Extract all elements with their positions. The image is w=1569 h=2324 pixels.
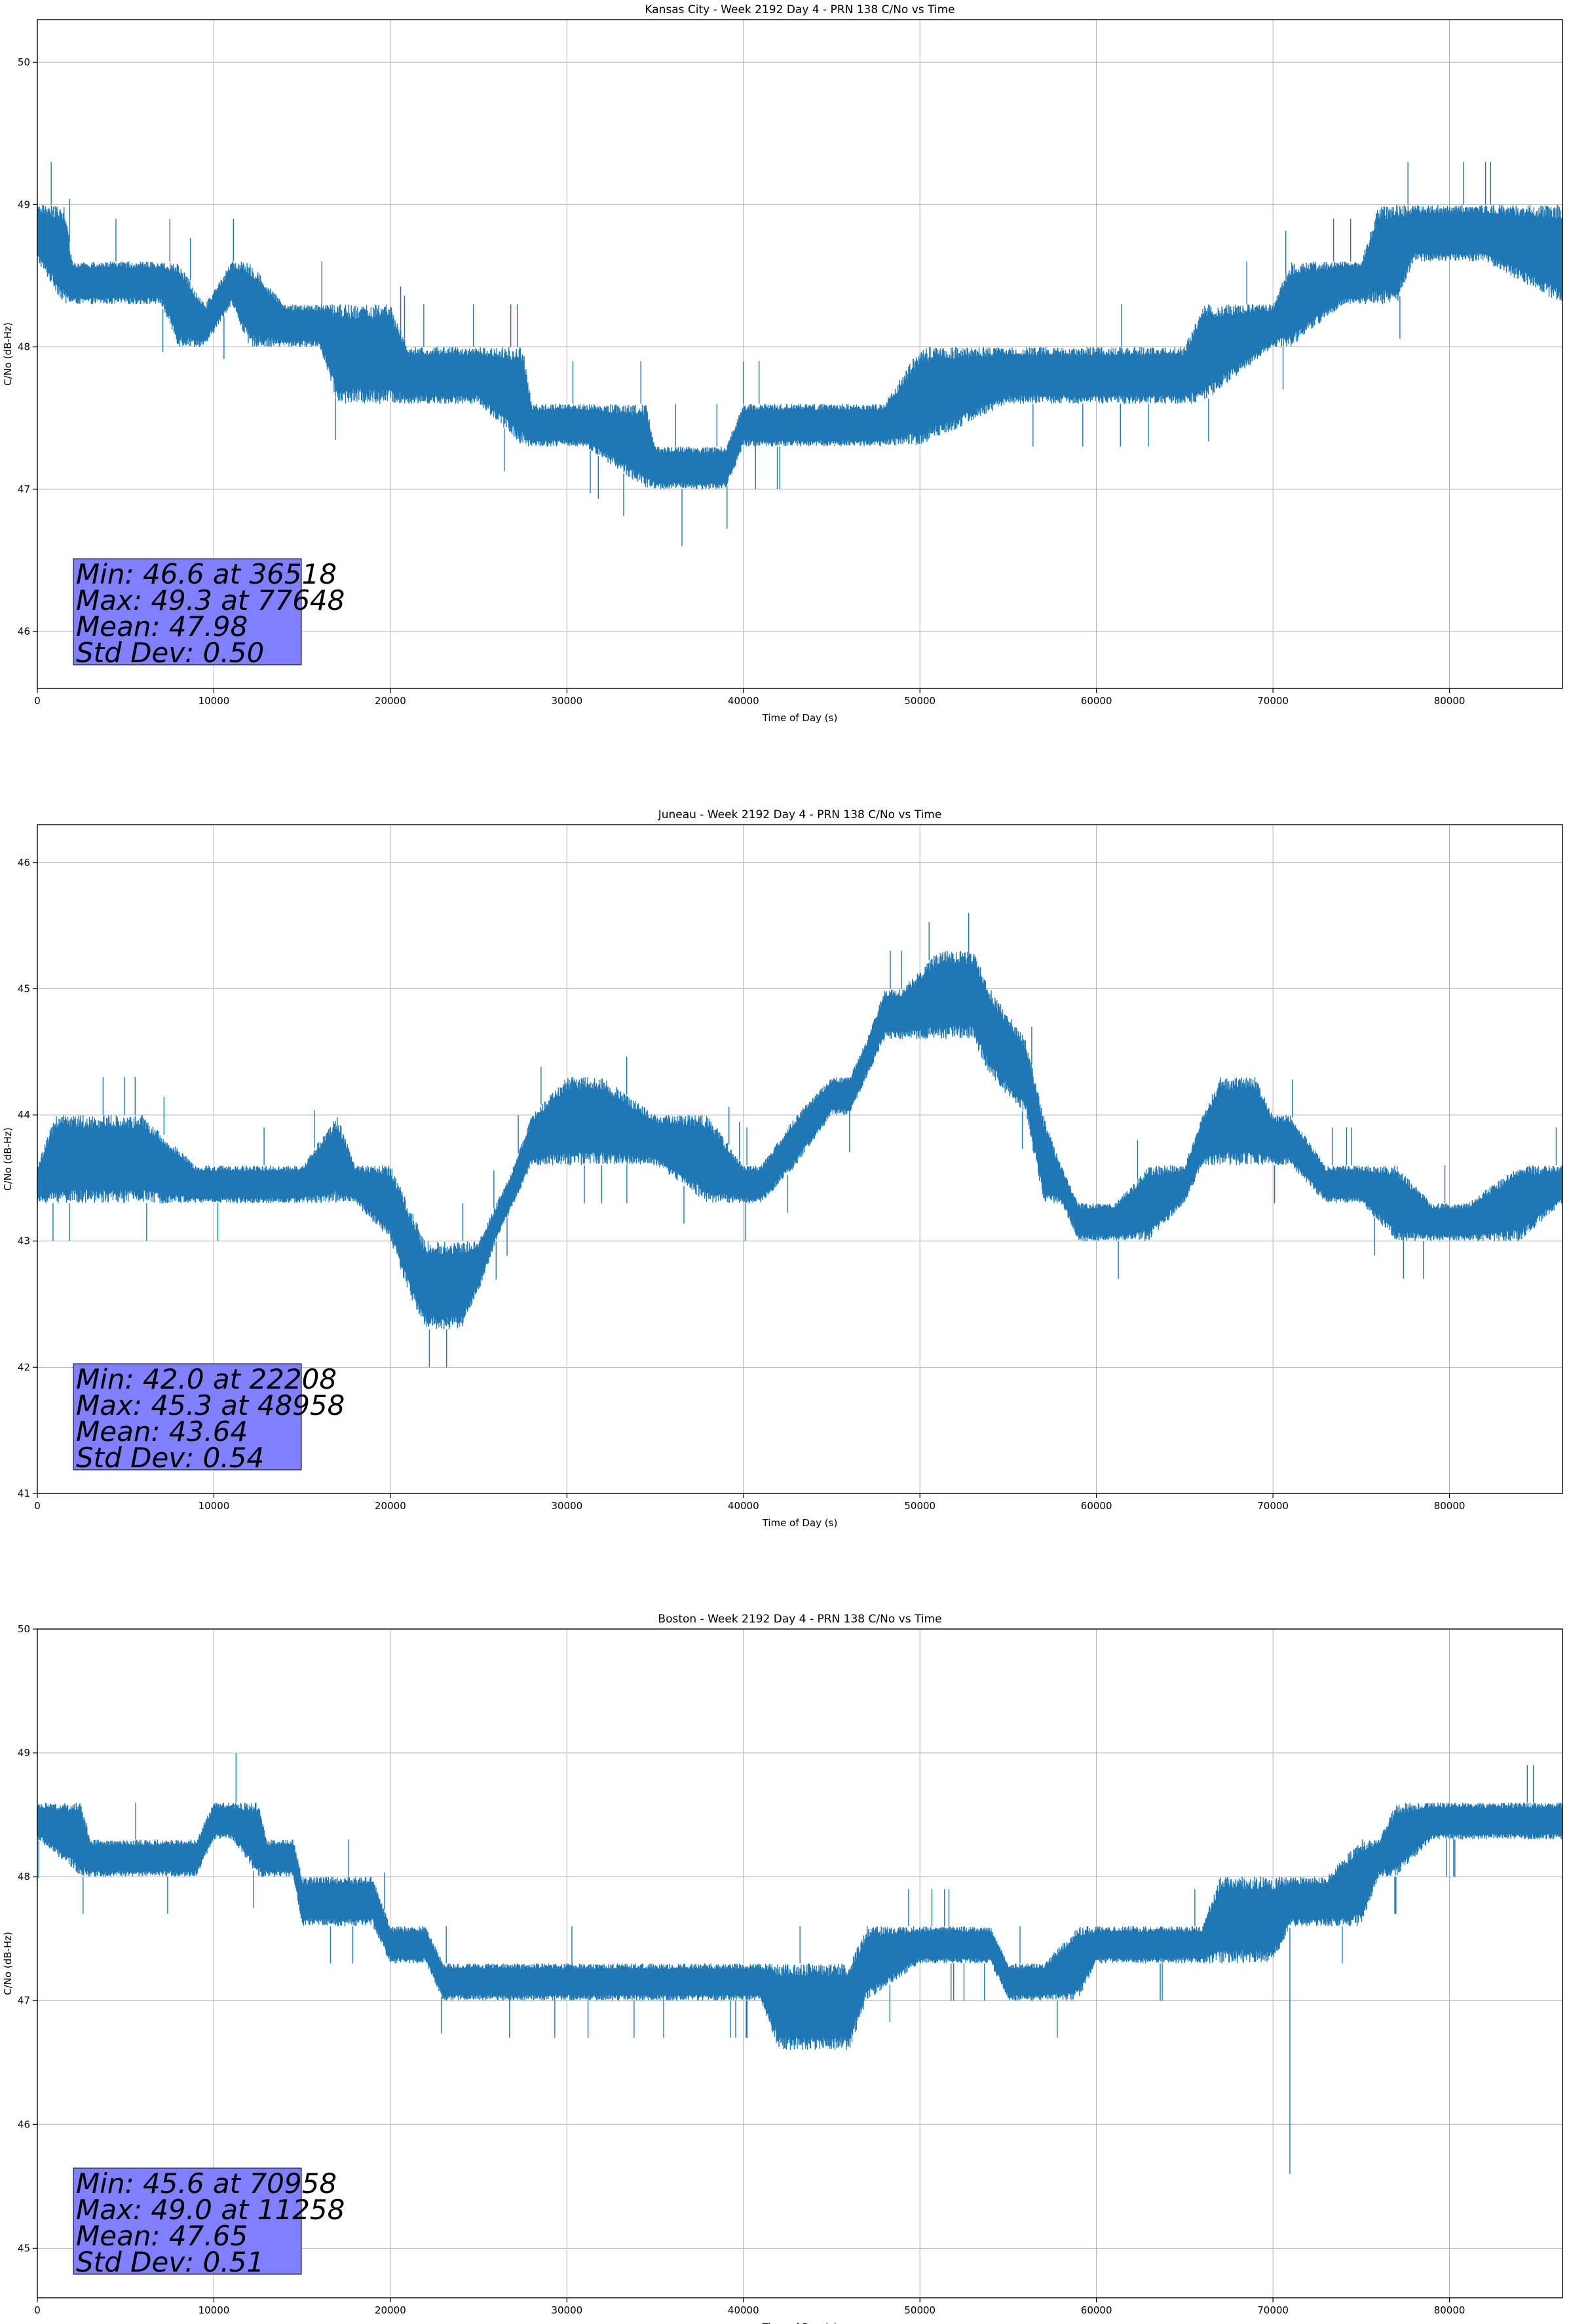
y-axis-label: C/No (dB-Hz) — [2, 1127, 14, 1191]
x-tick-label: 10000 — [198, 2304, 230, 2316]
y-tick-label: 48 — [18, 341, 30, 353]
stats-line: Mean: 43.64 — [76, 1415, 248, 1448]
x-tick-label: 0 — [34, 695, 41, 707]
x-tick-label: 30000 — [551, 1500, 582, 1512]
stats-line: Std Dev: 0.50 — [76, 637, 264, 669]
chart-title: Boston - Week 2192 Day 4 - PRN 138 C/No … — [658, 1613, 941, 1626]
stats-line: Max: 45.3 at 48958 — [76, 1389, 345, 1421]
x-tick-label: 10000 — [198, 695, 230, 707]
x-tick-label: 20000 — [375, 1500, 406, 1512]
x-tick-label: 50000 — [904, 695, 936, 707]
x-tick-label: 80000 — [1434, 695, 1465, 707]
y-tick-label: 42 — [18, 1361, 30, 1373]
stats-line: Max: 49.3 at 77648 — [76, 584, 345, 616]
y-tick-label: 48 — [18, 1871, 30, 1883]
y-tick-label: 47 — [18, 483, 30, 495]
series-line — [37, 1753, 1563, 2174]
y-tick-label: 46 — [18, 626, 30, 637]
stats-line: Min: 42.0 at 22208 — [76, 1363, 337, 1395]
x-tick-label: 40000 — [728, 2304, 759, 2316]
axes-frame — [37, 19, 1563, 689]
x-tick-label: 20000 — [375, 695, 406, 707]
y-tick-label: 45 — [18, 2242, 30, 2254]
x-tick-label: 70000 — [1257, 2304, 1289, 2316]
x-tick-label: 50000 — [904, 2304, 936, 2316]
axes-frame — [37, 824, 1563, 1494]
y-tick-label: 41 — [18, 1488, 30, 1499]
x-tick-label: 80000 — [1434, 1500, 1465, 1512]
y-axis-label: C/No (dB-Hz) — [2, 1932, 14, 1995]
x-axis-label: Time of Day (s) — [762, 1517, 838, 1529]
stats-line: Min: 45.6 at 70958 — [76, 2167, 337, 2200]
x-tick-label: 20000 — [375, 2304, 406, 2316]
chart-title: Juneau - Week 2192 Day 4 - PRN 138 C/No … — [658, 808, 942, 821]
y-tick-label: 49 — [18, 198, 30, 210]
y-tick-label: 47 — [18, 1995, 30, 2006]
stats-line: Max: 49.0 at 11258 — [76, 2194, 345, 2226]
stats-line: Mean: 47.65 — [76, 2220, 248, 2252]
y-tick-label: 50 — [18, 1623, 30, 1635]
chart-title: Kansas City - Week 2192 Day 4 - PRN 138 … — [645, 3, 955, 16]
y-tick-label: 45 — [18, 983, 30, 994]
y-axis-label: C/No (dB-Hz) — [2, 322, 14, 386]
y-tick-label: 43 — [18, 1235, 30, 1247]
chart-panel-2: 0 10000 20000 30000 40000 50000 60000 70000 8000… — [2, 808, 1563, 1529]
y-tick-label: 46 — [18, 2118, 30, 2130]
x-tick-label: 80000 — [1434, 2304, 1465, 2316]
x-tick-label: 10000 — [198, 1500, 230, 1512]
axes-frame — [37, 1628, 1563, 2298]
series-line — [37, 912, 1563, 1368]
series-line — [37, 162, 1563, 546]
stats-line: Std Dev: 0.51 — [76, 2246, 264, 2278]
stats-box-background — [73, 1363, 302, 1471]
y-tick-label: 49 — [18, 1747, 30, 1759]
x-tick-label: 70000 — [1257, 1500, 1289, 1512]
stats-line: Std Dev: 0.54 — [76, 1442, 264, 1474]
x-tick-label: 0 — [34, 2304, 41, 2316]
y-tick-label: 44 — [18, 1109, 30, 1121]
stats-box-background — [73, 558, 302, 665]
y-tick-label: 50 — [18, 56, 30, 68]
x-tick-label: 30000 — [551, 695, 582, 707]
x-tick-label: 60000 — [1081, 1500, 1112, 1512]
x-tick-label: 0 — [34, 1500, 41, 1512]
x-tick-label: 30000 — [551, 2304, 582, 2316]
chart-panel-1: 0 10000 20000 30000 40000 50000 60000 70000 8000… — [2, 3, 1563, 724]
x-tick-label: 40000 — [728, 695, 759, 707]
x-axis-label: Time of Day (s) — [762, 2321, 838, 2324]
x-axis-label: Time of Day (s) — [762, 712, 838, 724]
x-tick-label: 70000 — [1257, 695, 1289, 707]
x-tick-label: 60000 — [1081, 2304, 1112, 2316]
x-tick-label: 60000 — [1081, 695, 1112, 707]
stats-box-background — [73, 2167, 302, 2275]
stats-line: Min: 46.6 at 36518 — [76, 558, 337, 590]
y-tick-label: 46 — [18, 857, 30, 869]
stats-line: Mean: 47.98 — [76, 610, 248, 643]
x-tick-label: 50000 — [904, 1500, 936, 1512]
chart-panel-3: 0 10000 20000 30000 40000 50000 60000 70000 8000… — [2, 1613, 1563, 2324]
x-tick-label: 40000 — [728, 1500, 759, 1512]
